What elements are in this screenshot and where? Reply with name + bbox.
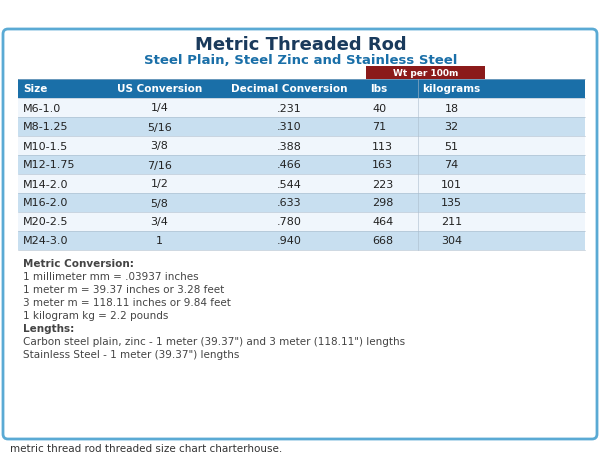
Bar	[18, 99, 585, 118]
Text: 1/4: 1/4	[150, 103, 169, 113]
Text: kilograms: kilograms	[422, 84, 480, 94]
Text: M24-3.0: M24-3.0	[23, 236, 69, 246]
Text: Lengths:: Lengths:	[23, 323, 74, 333]
Text: 5/16: 5/16	[147, 122, 172, 132]
Text: M20-2.5: M20-2.5	[23, 217, 69, 227]
Text: 298: 298	[372, 198, 393, 208]
Text: M12-1.75: M12-1.75	[23, 160, 75, 170]
Text: Metric Conversion:: Metric Conversion:	[23, 258, 134, 268]
Text: 3/8: 3/8	[150, 141, 169, 151]
Text: metric thread rod threaded size chart charterhouse.: metric thread rod threaded size chart ch…	[10, 443, 282, 453]
Text: M6-1.0: M6-1.0	[23, 103, 61, 113]
Text: .544: .544	[277, 179, 302, 189]
Text: 71: 71	[372, 122, 386, 132]
Bar	[18, 175, 585, 194]
Text: 1 kilogram kg = 2.2 pounds: 1 kilogram kg = 2.2 pounds	[23, 310, 169, 320]
Text: Metric Threaded Rod: Metric Threaded Rod	[195, 36, 407, 54]
Text: 7/16: 7/16	[147, 160, 172, 170]
Text: lbs: lbs	[370, 84, 387, 94]
Text: Stainless Steel - 1 meter (39.37") lengths: Stainless Steel - 1 meter (39.37") lengt…	[23, 349, 240, 359]
Text: 113: 113	[372, 141, 393, 151]
Bar	[18, 118, 585, 137]
Text: 464: 464	[372, 217, 393, 227]
Text: 211: 211	[441, 217, 462, 227]
Text: M10-1.5: M10-1.5	[23, 141, 68, 151]
Bar	[366, 67, 485, 80]
Text: 1 millimeter mm = .03937 inches: 1 millimeter mm = .03937 inches	[23, 271, 199, 281]
Text: Steel Plain, Steel Zinc and Stainless Steel: Steel Plain, Steel Zinc and Stainless St…	[144, 54, 458, 68]
Bar	[18, 213, 585, 231]
Text: 135: 135	[441, 198, 462, 208]
FancyBboxPatch shape	[3, 30, 597, 439]
Text: 163: 163	[372, 160, 393, 170]
Text: 1 meter m = 39.37 inches or 3.28 feet: 1 meter m = 39.37 inches or 3.28 feet	[23, 284, 225, 294]
Text: Carbon steel plain, zinc - 1 meter (39.37") and 3 meter (118.11") lengths: Carbon steel plain, zinc - 1 meter (39.3…	[23, 336, 405, 346]
Text: 668: 668	[372, 236, 393, 246]
Text: Wt per 100m: Wt per 100m	[393, 69, 458, 78]
Text: .310: .310	[277, 122, 302, 132]
Text: .388: .388	[277, 141, 302, 151]
Text: 32: 32	[444, 122, 459, 132]
Text: .940: .940	[277, 236, 302, 246]
Text: 1/2: 1/2	[150, 179, 169, 189]
Text: M8-1.25: M8-1.25	[23, 122, 69, 132]
Text: 51: 51	[444, 141, 459, 151]
Text: 74: 74	[444, 160, 459, 170]
Bar	[18, 80, 585, 99]
Text: 1: 1	[156, 236, 163, 246]
Bar	[18, 194, 585, 213]
Text: .231: .231	[277, 103, 302, 113]
Text: 18: 18	[444, 103, 459, 113]
Text: 3/4: 3/4	[150, 217, 169, 227]
Text: 3 meter m = 118.11 inches or 9.84 feet: 3 meter m = 118.11 inches or 9.84 feet	[23, 298, 231, 307]
Text: M14-2.0: M14-2.0	[23, 179, 69, 189]
Bar	[18, 231, 585, 250]
Text: 40: 40	[372, 103, 386, 113]
Text: Size: Size	[23, 84, 48, 94]
Text: .780: .780	[277, 217, 302, 227]
Bar	[18, 137, 585, 156]
Text: 304: 304	[441, 236, 462, 246]
Text: US Conversion: US Conversion	[117, 84, 202, 94]
Text: .466: .466	[277, 160, 302, 170]
Text: M16-2.0: M16-2.0	[23, 198, 69, 208]
Text: .633: .633	[277, 198, 302, 208]
Bar	[18, 156, 585, 175]
Text: 5/8: 5/8	[150, 198, 169, 208]
Text: Decimal Conversion: Decimal Conversion	[231, 84, 348, 94]
Text: 101: 101	[441, 179, 462, 189]
Text: 223: 223	[372, 179, 393, 189]
